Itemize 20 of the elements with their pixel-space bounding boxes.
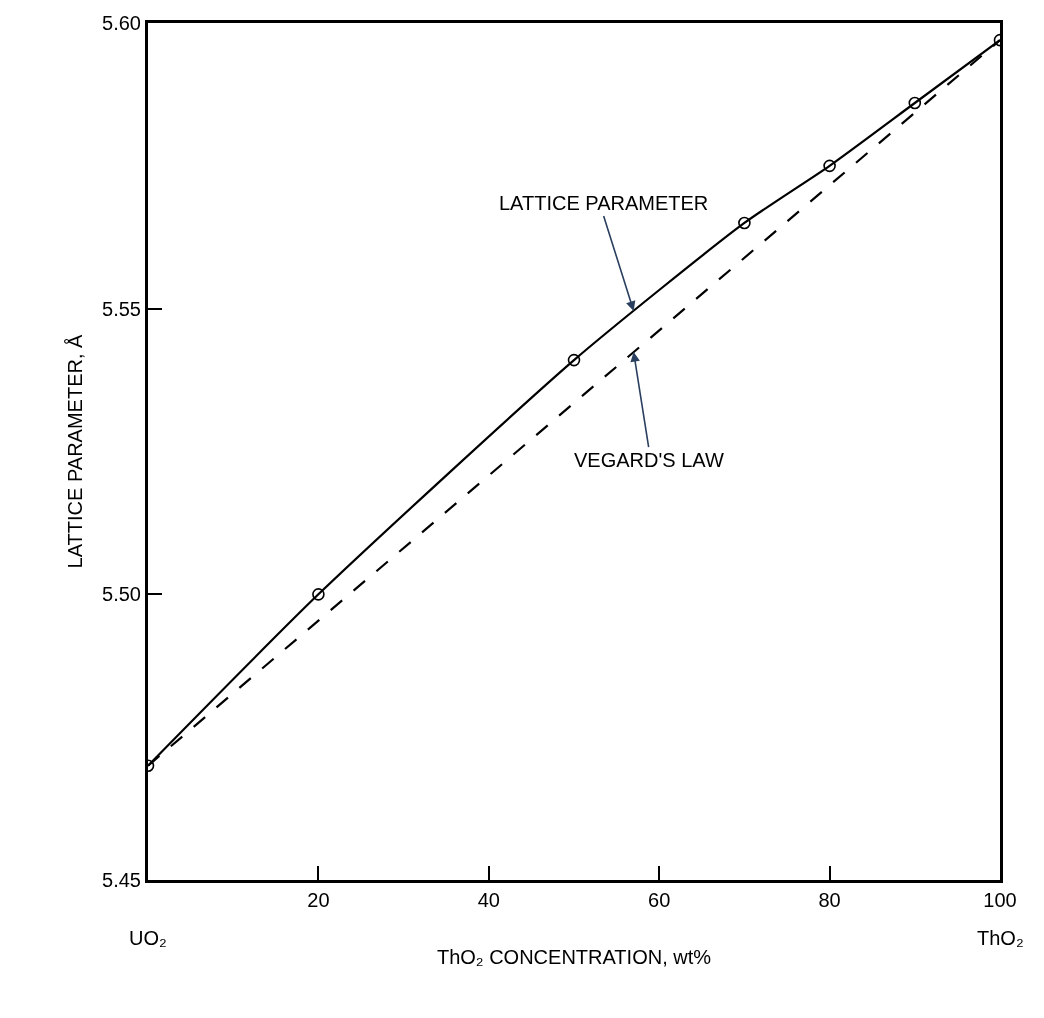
x-tick-label: 20 <box>307 889 330 911</box>
x-tick-label: 100 <box>983 889 1017 911</box>
y-axis-title: LATTICE PARAMETER, Å <box>63 333 86 569</box>
x-tick-label: 80 <box>818 889 841 911</box>
point <box>738 216 751 230</box>
y-tick-label: 5.55 <box>102 297 141 320</box>
y-tick-label: 5.45 <box>102 869 141 891</box>
y-tick-label: 5.60 <box>102 12 141 34</box>
x-tick-label: 60 <box>648 889 671 911</box>
x-tick-label: 40 <box>477 889 500 911</box>
point <box>567 353 581 367</box>
text: UO₂ <box>129 927 167 949</box>
y-tick-label: 5.50 <box>102 583 141 606</box>
point <box>312 588 325 601</box>
text: ThO₂ <box>977 927 1024 949</box>
annotation: VEGARD'S LAW <box>574 449 724 471</box>
x-axis-title: ThO₂ CONCENTRATION, wt% <box>436 945 712 968</box>
annotation: LATTICE PARAMETER <box>499 192 709 214</box>
point <box>823 159 836 173</box>
point <box>908 96 922 110</box>
